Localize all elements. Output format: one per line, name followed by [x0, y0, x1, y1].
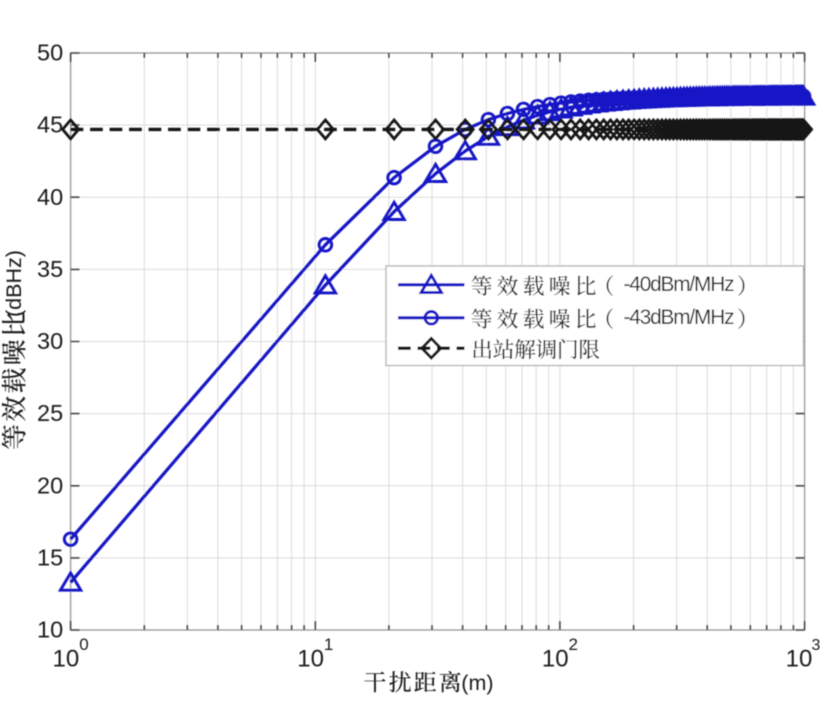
svg-text:3: 3	[812, 637, 820, 654]
svg-text:15: 15	[37, 545, 63, 571]
svg-text:50: 50	[37, 40, 63, 66]
svg-text:20: 20	[37, 472, 63, 498]
svg-text:0: 0	[79, 635, 88, 654]
svg-text:10: 10	[53, 646, 80, 673]
svg-text:40: 40	[37, 184, 63, 210]
svg-text:10: 10	[542, 646, 569, 673]
svg-text:25: 25	[37, 400, 63, 426]
svg-text:2: 2	[569, 635, 578, 654]
svg-text:35: 35	[37, 256, 63, 282]
svg-text:(m): (m)	[461, 671, 493, 695]
svg-text:-40dBm/MHz: -40dBm/MHz	[624, 273, 735, 296]
svg-text:10: 10	[297, 646, 324, 673]
svg-text:(dBHz): (dBHz)	[2, 250, 26, 317]
svg-text:45: 45	[37, 112, 63, 138]
svg-text:1: 1	[324, 635, 333, 654]
svg-text:10: 10	[37, 617, 63, 643]
svg-text:30: 30	[37, 328, 63, 354]
svg-text:10: 10	[786, 646, 813, 673]
svg-text:-43dBm/MHz: -43dBm/MHz	[624, 306, 735, 329]
